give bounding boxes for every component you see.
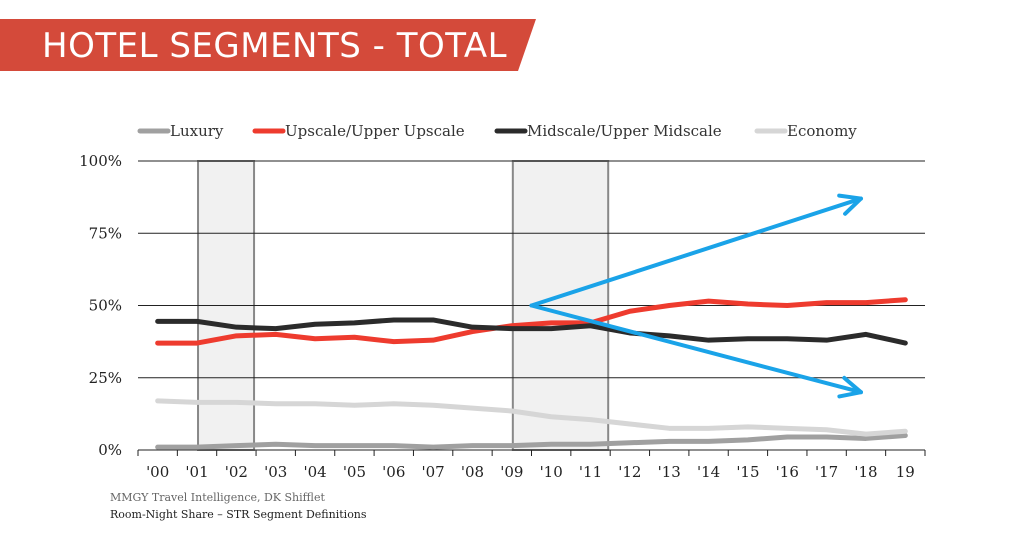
y-tick-label: 100% [79,152,122,170]
trend-arrow-2 [529,303,863,395]
page-title: HOTEL SEGMENTS - TOTAL [42,26,508,66]
trend-arrow-head-2 [837,375,863,399]
y-tick-label: 0% [98,441,122,459]
series-line-luxury [155,433,908,450]
definition-note: Room-Night Share – STR Segment Definitio… [110,508,367,521]
series-line-economy [155,398,908,437]
x-tick-label: '09 [500,463,523,481]
x-tick-label: '03 [264,463,287,481]
x-tick-label: '16 [776,463,799,481]
x-tick-label: '01 [185,463,208,481]
x-tick-label: '06 [382,463,405,481]
source-note: MMGY Travel Intelligence, DK Shifflet [110,491,325,504]
x-tick-label: 19 [896,463,915,481]
x-tick-label: '11 [579,463,602,481]
legend-label: Upscale/Upper Upscale [285,122,465,140]
legend-label: Economy [787,122,857,140]
x-tick-label: '07 [422,463,445,481]
x-tick-label: '12 [618,463,641,481]
y-tick-label: 75% [89,224,122,242]
legend-label: Midscale/Upper Midscale [527,122,722,140]
x-tick-label: '02 [225,463,248,481]
x-tick-label: '10 [540,463,563,481]
x-tick-label: '04 [303,463,326,481]
x-tick-label: '15 [736,463,759,481]
x-tick-label: '00 [146,463,169,481]
x-tick-label: '05 [343,463,366,481]
x-tick-label: '13 [658,463,681,481]
legend-label: Luxury [170,122,224,140]
title-banner-shape [0,19,536,71]
x-tick-label: '18 [854,463,877,481]
trend-arrow-1 [529,196,863,308]
y-tick-label: 25% [89,369,122,387]
x-tick-label: '17 [815,463,838,481]
title-banner [0,19,536,71]
y-tick-label: 50% [89,297,122,315]
series-line-midscale-upper-midscale [155,317,908,346]
x-tick-label: '14 [697,463,720,481]
trend-arrow-head-1 [837,193,863,216]
x-tick-label: '08 [461,463,484,481]
series-line-upscale-upper-upscale [155,297,908,346]
